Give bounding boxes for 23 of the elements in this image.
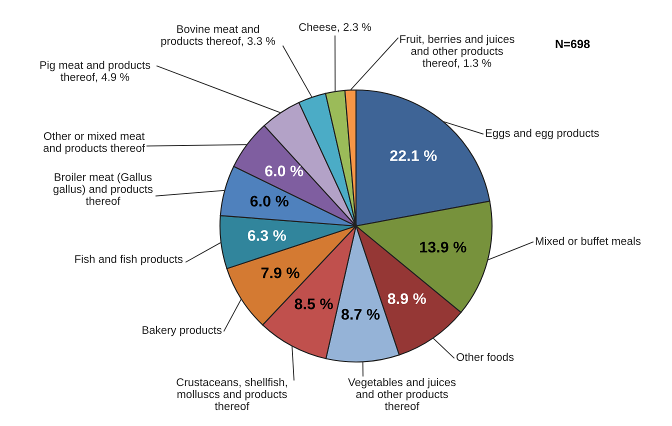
data-label: 8.7 % bbox=[341, 308, 380, 320]
slice-label: Fish and fish products bbox=[75, 254, 183, 266]
slice-label: Pig meat and products thereof, 4.9 % bbox=[40, 60, 150, 82]
slice-label: Other foods bbox=[456, 352, 514, 361]
data-label: 8.5 % bbox=[294, 298, 333, 310]
slice-label: Eggs and egg products bbox=[486, 128, 599, 140]
data-label: 6.0 % bbox=[265, 166, 304, 176]
data-label: 22.1 % bbox=[390, 150, 437, 162]
data-label: 13.9 % bbox=[420, 242, 466, 253]
slice-label: Vegetables and juices and other products thereof bbox=[348, 378, 456, 410]
slice-label: Other or mixed meat and products thereof bbox=[44, 132, 146, 154]
slice-label: Crustaceans, shellfish, molluscs and products thereof bbox=[176, 378, 287, 410]
slice-label: Broiler meat (Gallus gallus) and products thereof bbox=[53, 172, 153, 205]
slice-label: Cheese, 2.3 % bbox=[299, 22, 372, 32]
slice-label: Bakery products bbox=[142, 326, 222, 336]
slice-label: Bovine meat and products thereof, 3.3 % bbox=[161, 24, 276, 48]
slice-label: Fruit, berries and juices and other products thereof, 1.3 % bbox=[400, 34, 514, 68]
slice-label: Mixed or buffet meals bbox=[536, 236, 641, 245]
data-label: 6.3 % bbox=[248, 230, 286, 241]
data-label: 8.9 % bbox=[388, 293, 426, 304]
text: N=698 bbox=[556, 40, 590, 48]
data-label: 7.9 % bbox=[261, 267, 300, 278]
data-label: 6.0 % bbox=[250, 196, 289, 207]
